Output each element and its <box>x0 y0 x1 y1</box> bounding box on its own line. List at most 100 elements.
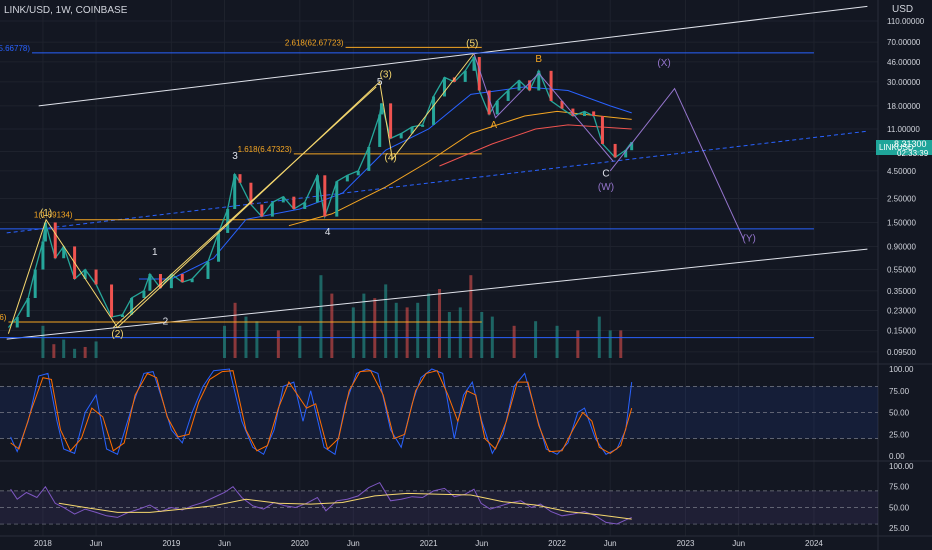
candle <box>260 204 264 217</box>
ticker-symbol: LINKUSD <box>879 143 914 152</box>
time-axis-label: 2021 <box>420 539 438 548</box>
channel-upper-line <box>38 5 868 107</box>
wave-label: 3 <box>232 151 238 162</box>
candle <box>613 143 617 158</box>
wave-annotations: (1) (2) 1 2 3 4 5(3) (4) (5) A B C (W) (X) (Y) <box>7 38 756 340</box>
volume-bars <box>41 275 623 358</box>
candle <box>15 317 19 328</box>
candle <box>335 181 339 217</box>
candle <box>537 70 541 91</box>
wave-label: (5) <box>466 38 478 49</box>
candle <box>217 232 221 262</box>
trend-channel <box>6 5 868 340</box>
wave-label: B <box>535 54 542 65</box>
candle <box>270 202 274 217</box>
abc-correction-line <box>473 53 614 162</box>
last-price-badge[interactable]: LINKUSD <box>876 140 932 155</box>
rsi-tick-label: 75.00 <box>889 483 910 492</box>
wave-label: (3) <box>380 69 392 80</box>
wxy-projection-line <box>609 87 745 240</box>
volume-bar <box>223 325 227 358</box>
impulse-line <box>112 86 377 328</box>
stoch-tick-label: 100.00 <box>889 365 914 374</box>
candle <box>583 111 587 117</box>
volume-bar <box>480 312 484 358</box>
price-tick-label: 0.23000 <box>887 306 916 315</box>
time-axis-label: 2024 <box>805 539 823 548</box>
volume-bar <box>233 302 237 358</box>
time-axis-label: 2019 <box>162 539 180 548</box>
candle <box>303 202 307 209</box>
wave-label: 5 <box>377 77 383 88</box>
candle <box>487 90 491 115</box>
rsi-band <box>0 490 878 525</box>
rsi-tick-label: 25.00 <box>889 524 910 533</box>
time-axis-label: 2020 <box>291 539 309 548</box>
volume-bar <box>394 302 398 358</box>
candle <box>41 241 45 270</box>
candle <box>549 70 553 101</box>
fib-level-label: 1.618(6.47323) <box>238 145 293 154</box>
time-axis-label: Jun <box>604 539 617 548</box>
candle <box>506 90 510 101</box>
candle <box>53 222 57 259</box>
volume-bar <box>255 321 259 358</box>
wave-label: 2 <box>163 317 169 328</box>
candle <box>378 114 382 147</box>
volume-bar <box>362 293 366 358</box>
candle <box>432 96 436 125</box>
volume-bar <box>405 307 409 358</box>
price-tick-label: 0.55000 <box>887 266 916 275</box>
time-axis-label: 2022 <box>548 539 566 548</box>
fib-level-label: 0(0.1796) <box>0 313 7 322</box>
time-axis-label: 2018 <box>34 539 52 548</box>
price-tick-label: 0.35000 <box>887 287 916 296</box>
volume-bar <box>351 307 355 358</box>
stoch-tick-label: 25.00 <box>889 430 910 439</box>
time-axis-label: 2023 <box>677 539 695 548</box>
price-tick-label: 30.00000 <box>887 78 921 87</box>
fib-level-label: 0(55.66778) <box>0 44 30 53</box>
candle <box>130 297 134 315</box>
stoch-tick-label: 50.00 <box>889 409 910 418</box>
bar-countdown: 02:33:39 <box>897 149 929 158</box>
candle <box>110 284 114 318</box>
candle <box>630 142 634 151</box>
candle <box>517 80 521 91</box>
volume-bar <box>534 321 538 358</box>
candle <box>600 116 604 144</box>
channel-lower-line <box>6 248 868 340</box>
moving-average-line <box>139 86 632 280</box>
candle <box>463 70 467 82</box>
price-tick-label: 110.00000 <box>887 17 925 26</box>
wave-label: (4) <box>384 153 396 164</box>
rsi-tick-label: 50.00 <box>889 503 910 512</box>
stoch-tick-label: 0.00 <box>889 452 905 461</box>
candle <box>226 208 230 233</box>
price-tick-label: 11.00000 <box>887 125 920 134</box>
price-tick-label: 0.15000 <box>887 327 916 336</box>
wave-label: 4 <box>325 227 331 238</box>
rsi-tick-label: 100.00 <box>889 462 914 471</box>
candle <box>345 175 349 182</box>
fibonacci-levels: 2.618(62.67723) 0(55.66778) 1.618(6.47323)… <box>0 38 814 339</box>
candle <box>94 269 98 285</box>
candle <box>206 261 210 279</box>
volume-bar <box>73 348 77 358</box>
volume-bar <box>384 284 388 358</box>
symbol-header: LINK/USD, 1W, COINBASE <box>4 5 128 16</box>
volume-bar <box>94 341 98 358</box>
wave-label: 1 <box>152 247 158 258</box>
candle <box>367 146 371 171</box>
wave-label: (2) <box>111 329 123 340</box>
candle <box>477 57 481 91</box>
candle <box>624 150 628 158</box>
candle <box>292 196 296 209</box>
stoch-tick-label: 75.00 <box>889 387 910 396</box>
candle <box>442 77 446 97</box>
price-line <box>7 55 633 328</box>
volume-bar <box>298 325 302 358</box>
stochastic-rsi-pane <box>0 368 878 456</box>
